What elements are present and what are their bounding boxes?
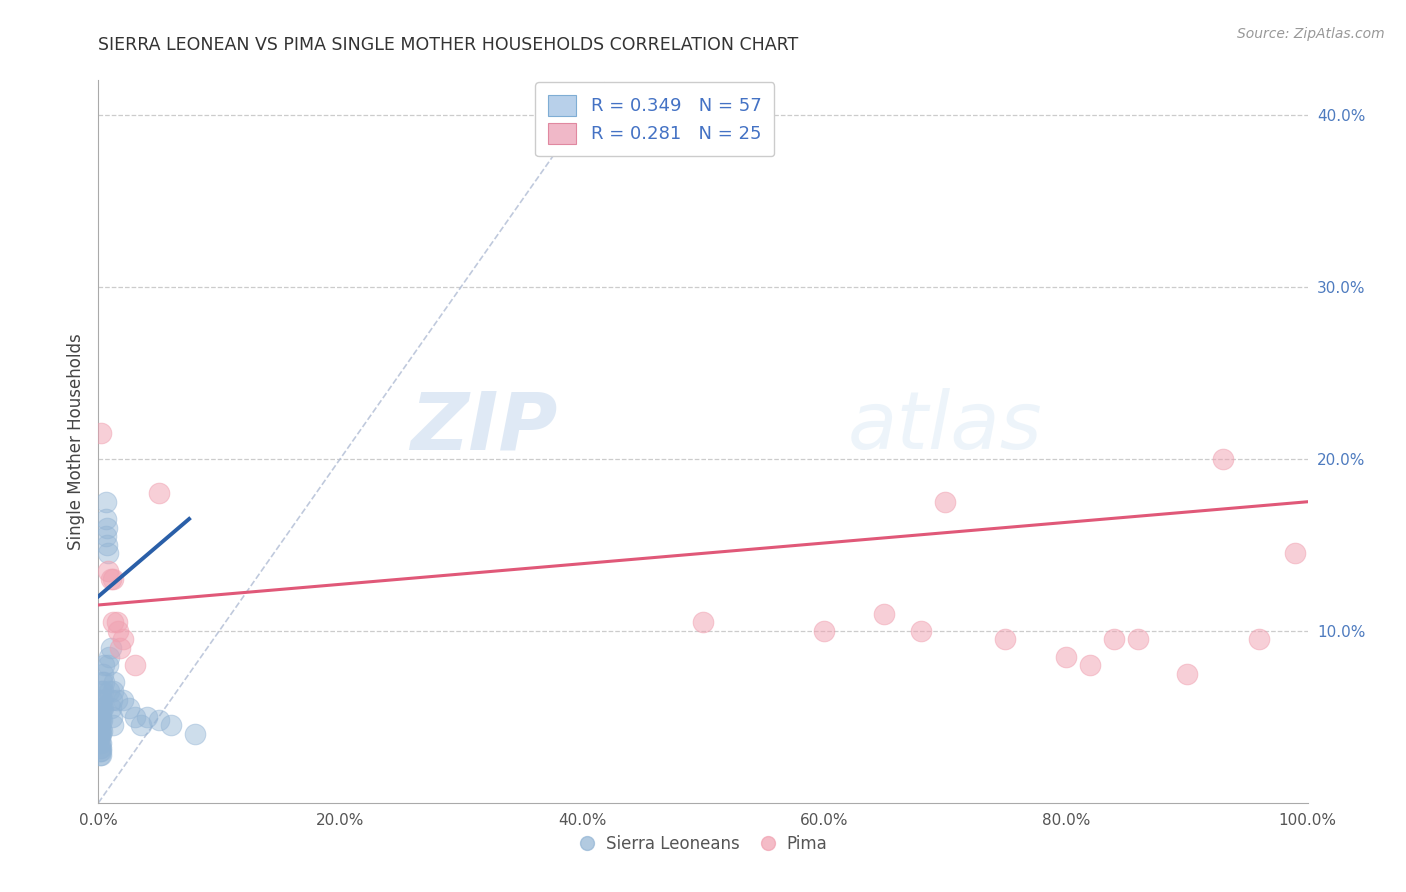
Point (148, 486, 170, 500)
Point (96, 538, 118, 552)
Point (124, 658, 146, 673)
Point (89, 701, 111, 715)
Point (160, 718, 183, 732)
Point (100, 701, 122, 715)
Point (107, 624, 129, 638)
Point (89, 718, 111, 732)
Point (1175, 666, 1198, 681)
Point (89, 713, 111, 727)
Point (90, 727, 112, 741)
Point (1249, 632, 1271, 647)
Point (90, 722, 112, 736)
Point (90, 740, 112, 755)
Point (90, 706, 112, 721)
Point (100, 692, 122, 706)
Point (184, 727, 207, 741)
Point (148, 713, 170, 727)
Point (111, 632, 134, 647)
Point (89, 747, 111, 762)
Point (1102, 632, 1125, 647)
Point (100, 572, 122, 586)
Point (89, 692, 111, 706)
Point (89, 710, 111, 724)
Point (105, 692, 128, 706)
Point (118, 701, 141, 715)
Point (101, 684, 124, 698)
Point (97, 546, 120, 560)
Text: SIERRA LEONEAN VS PIMA SINGLE MOTHER HOUSEHOLDS CORRELATION CHART: SIERRA LEONEAN VS PIMA SINGLE MOTHER HOU… (98, 36, 799, 54)
Point (1054, 649, 1077, 664)
Point (124, 710, 146, 724)
Point (97, 564, 120, 578)
Point (1284, 546, 1306, 560)
Point (98, 649, 121, 664)
Point (94, 494, 117, 508)
Text: Source: ZipAtlas.com: Source: ZipAtlas.com (1237, 27, 1385, 41)
Point (873, 607, 896, 621)
Point (89, 735, 111, 749)
Point (91, 692, 114, 706)
Point (910, 624, 932, 638)
Point (91, 723, 114, 738)
Point (91, 713, 114, 727)
Point (91, 701, 114, 715)
Point (97, 658, 120, 673)
Point (90, 735, 112, 749)
Point (90, 684, 112, 698)
Point (111, 692, 134, 706)
Point (103, 675, 125, 690)
Legend: Sierra Leoneans, Pima: Sierra Leoneans, Pima (572, 828, 834, 860)
Point (692, 615, 714, 630)
Point (93, 675, 115, 690)
Point (994, 632, 1017, 647)
Point (1212, 451, 1234, 466)
Point (90, 744, 112, 758)
Point (96, 520, 118, 534)
Text: atlas: atlas (848, 388, 1043, 467)
Point (89, 740, 111, 755)
Point (89, 723, 111, 738)
Point (91, 701, 114, 715)
Point (1128, 632, 1150, 647)
Point (91, 675, 114, 690)
Point (1078, 658, 1101, 673)
Point (94, 529, 117, 543)
Point (89, 727, 111, 741)
Point (100, 640, 122, 655)
Point (89, 744, 111, 758)
Text: ZIP: ZIP (411, 388, 558, 467)
Point (90, 713, 112, 727)
Point (94, 512, 117, 526)
Point (129, 718, 152, 732)
Point (100, 710, 122, 724)
Point (90, 425, 112, 440)
Point (98, 684, 121, 698)
Point (934, 494, 956, 508)
Point (91, 684, 114, 698)
Point (91, 666, 114, 681)
Point (101, 615, 124, 630)
Point (813, 624, 835, 638)
Point (89, 731, 111, 745)
Y-axis label: Single Mother Households: Single Mother Households (66, 334, 84, 549)
Point (93, 658, 115, 673)
Point (101, 572, 124, 586)
Point (101, 718, 124, 732)
Point (108, 640, 131, 655)
Point (90, 696, 112, 710)
Point (105, 615, 128, 630)
Point (135, 710, 157, 724)
Point (90, 747, 112, 762)
